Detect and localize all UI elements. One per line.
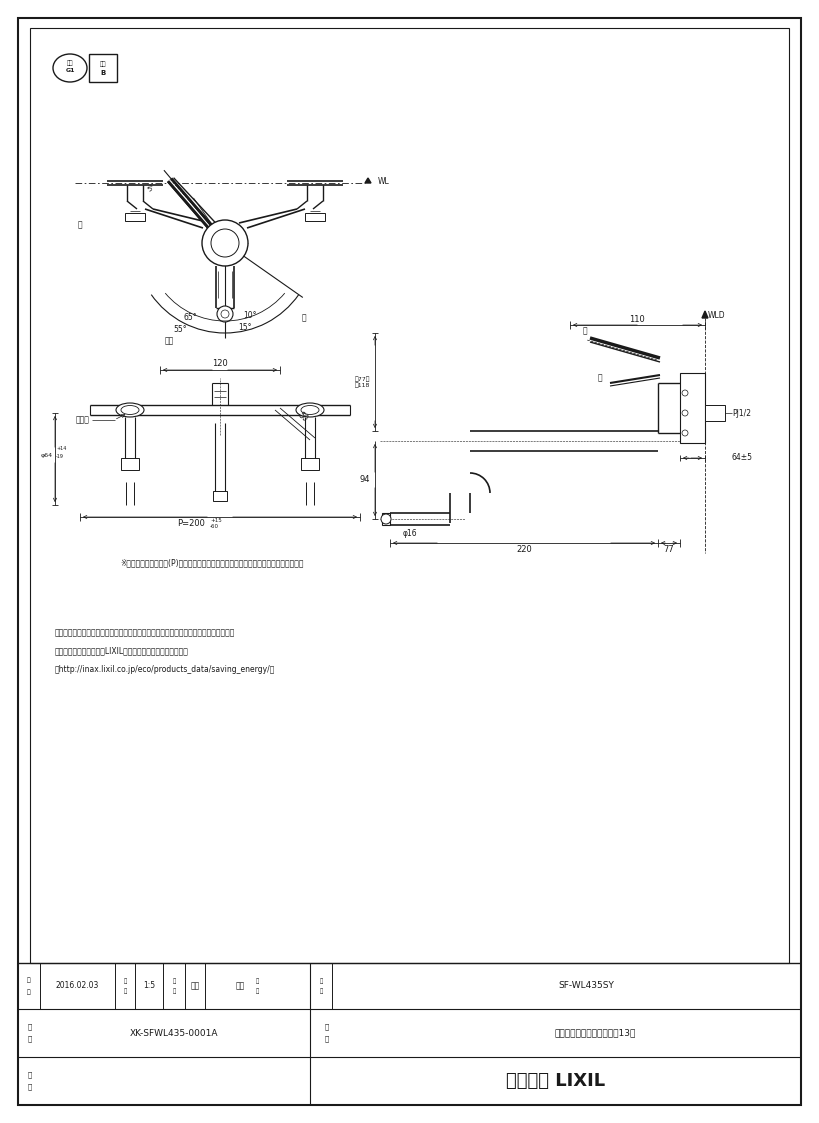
Text: 湯: 湯 <box>78 220 83 229</box>
Bar <box>125 213 145 221</box>
Circle shape <box>682 430 688 436</box>
Text: -60: -60 <box>210 523 219 529</box>
Text: 備: 備 <box>28 1071 32 1078</box>
Bar <box>705 405 725 421</box>
Text: 2016.02.03: 2016.02.03 <box>56 982 99 990</box>
Text: 尺: 尺 <box>124 978 127 984</box>
Text: 図: 図 <box>28 1024 32 1030</box>
Text: 110: 110 <box>629 314 645 323</box>
Text: 閾77～
閾118: 閾77～ 閾118 <box>355 376 370 389</box>
Text: WL: WL <box>378 177 390 186</box>
Text: 番: 番 <box>319 988 323 994</box>
Text: 1:5: 1:5 <box>143 982 155 990</box>
Text: 5°: 5° <box>147 183 157 193</box>
Circle shape <box>217 305 233 322</box>
Text: 付: 付 <box>27 989 31 995</box>
Text: +14: +14 <box>56 447 66 451</box>
Text: SF-WL435SY: SF-WL435SY <box>559 982 614 990</box>
Circle shape <box>381 514 391 524</box>
Ellipse shape <box>121 405 139 414</box>
Text: φ64: φ64 <box>41 453 53 457</box>
Text: 64±5: 64±5 <box>732 454 753 463</box>
Circle shape <box>202 220 248 266</box>
Circle shape <box>682 390 688 396</box>
Bar <box>305 213 325 221</box>
Text: シングルレバー混合水栓（13）: シングルレバー混合水栓（13） <box>554 1029 636 1038</box>
Text: 日: 日 <box>27 977 31 983</box>
Bar <box>121 458 139 471</box>
Text: 製: 製 <box>172 978 175 984</box>
Text: 節湯: 節湯 <box>67 61 73 66</box>
Text: 55°: 55° <box>173 326 187 335</box>
Circle shape <box>211 229 239 257</box>
Text: XK-SFWL435-0001A: XK-SFWL435-0001A <box>129 1029 218 1038</box>
Text: （http://inax.lixil.co.jp/eco/products_data/saving_energy/）: （http://inax.lixil.co.jp/eco/products_da… <box>55 665 275 674</box>
Text: 65°: 65° <box>183 313 197 322</box>
Bar <box>89 54 117 82</box>
Text: G1: G1 <box>66 69 75 73</box>
Text: WLD: WLD <box>708 310 726 320</box>
Text: -19: -19 <box>56 455 64 459</box>
Text: 品: 品 <box>319 978 323 984</box>
Text: 品: 品 <box>325 1024 329 1030</box>
Text: 節湯: 節湯 <box>100 61 106 66</box>
Ellipse shape <box>296 403 324 417</box>
Text: 50: 50 <box>296 410 310 423</box>
Text: 220: 220 <box>516 546 532 555</box>
Text: 検: 検 <box>256 978 259 984</box>
Bar <box>301 458 319 471</box>
Bar <box>30 28 789 964</box>
Bar <box>680 373 705 442</box>
Text: 開: 開 <box>582 327 587 336</box>
Text: 15°: 15° <box>238 323 251 332</box>
Text: 名: 名 <box>325 1035 329 1042</box>
Polygon shape <box>702 311 708 318</box>
Text: B: B <box>101 70 106 76</box>
Text: 番: 番 <box>28 1035 32 1042</box>
Text: 水: 水 <box>302 313 306 322</box>
Text: 度: 度 <box>124 988 127 994</box>
Text: φ16: φ16 <box>403 529 418 538</box>
Ellipse shape <box>116 403 144 417</box>
Text: 10°: 10° <box>243 310 256 320</box>
Text: ・流量調節栓は取付脂に付いています。取替えの際は、取付脂ごと交換してください。: ・流量調節栓は取付脂に付いています。取替えの際は、取付脂ごと交換してください。 <box>55 629 235 638</box>
Text: 株式会社 LIXIL: 株式会社 LIXIL <box>506 1072 605 1090</box>
Text: 考: 考 <box>28 1084 32 1090</box>
Text: +15: +15 <box>210 518 222 522</box>
Circle shape <box>682 410 688 416</box>
Text: 池川: 池川 <box>235 982 245 990</box>
Text: 図: 図 <box>256 988 259 994</box>
Text: P=200: P=200 <box>177 519 205 528</box>
Ellipse shape <box>53 54 87 82</box>
Text: 取付脂: 取付脂 <box>76 416 90 424</box>
Text: 図: 図 <box>172 988 175 994</box>
Bar <box>213 491 227 501</box>
Text: 77: 77 <box>663 546 674 555</box>
Text: ※印寸法は配管ピッチ(P)が最大～最小の場合を（標準寸法　山形）で示しています。: ※印寸法は配管ピッチ(P)が最大～最小の場合を（標準寸法 山形）で示しています。 <box>120 558 304 567</box>
Polygon shape <box>365 179 371 183</box>
Ellipse shape <box>301 405 319 414</box>
Text: 閉: 閉 <box>598 374 602 383</box>
Text: 94: 94 <box>360 475 370 484</box>
Bar <box>382 513 390 524</box>
Text: 120: 120 <box>212 359 228 368</box>
Circle shape <box>221 310 229 318</box>
Text: 宮本: 宮本 <box>190 982 200 990</box>
Text: 混合: 混合 <box>165 337 174 346</box>
Text: PJ1/2: PJ1/2 <box>732 409 751 418</box>
Text: ・節湯記号については、LIXILホームページを参照ください。: ・節湯記号については、LIXILホームページを参照ください。 <box>55 647 189 656</box>
